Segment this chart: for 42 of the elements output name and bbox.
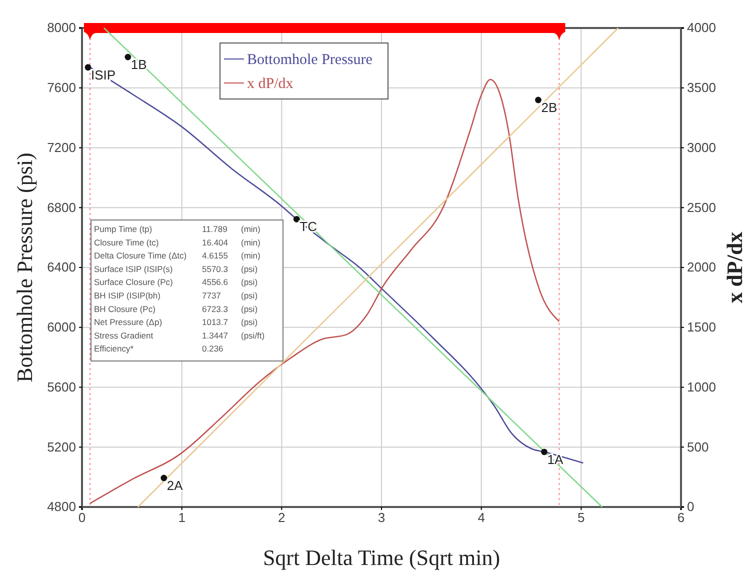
y-tick-label: 7600 <box>47 80 76 96</box>
text: Surface Closure (Pc) 4556.6 (psi) <box>94 277 258 288</box>
text: Delta Closure Time (Δtc) 4.6155 (min) <box>94 250 260 261</box>
annotation: 2B <box>541 100 558 115</box>
y-axis-title: Bottomhole Pressure (psi) <box>12 152 37 382</box>
y2-tick-label: 2000 <box>687 260 716 275</box>
y2-tick-label: 2500 <box>687 200 716 215</box>
y-tick-label: 6000 <box>47 320 76 335</box>
x-tick-label: 4 <box>478 510 485 526</box>
text: Closure Time (tc) 16.404 (min) <box>94 237 260 248</box>
text: BH Closure (Pc) 6723.3 (psi) <box>94 304 258 314</box>
x-tick-label: 6 <box>677 510 685 526</box>
y2-axis-title: x dP/dx <box>722 232 747 304</box>
x-tick-label: 0 <box>78 510 86 526</box>
y2-tick-label: 0 <box>687 499 694 514</box>
text: Pump Time (tp) 11.789 (min) <box>94 224 260 234</box>
y-tick-label: 4800 <box>47 499 76 514</box>
x-tick-label: 5 <box>578 510 585 526</box>
y2-tick-label: 4000 <box>687 20 716 36</box>
y2-tick-label: 1500 <box>687 320 716 335</box>
x-tick-label: 3 <box>378 510 386 526</box>
text: Surface ISIP (ISIP(s) 5570.3 (psi) <box>94 264 258 274</box>
y2-tick-label: 3500 <box>687 80 716 96</box>
y-tick-label: 5600 <box>47 379 76 394</box>
legend-label: x dP/dx <box>247 76 294 92</box>
text: BH ISIP (ISIP(bh) 7737 (psi) <box>94 290 258 300</box>
y-tick-label: 6800 <box>47 200 76 215</box>
text: Stress Gradient 1.3447 (psi/ft) <box>94 330 265 340</box>
y-tick-label: 7200 <box>47 140 76 155</box>
text: Efficiency* 0.236 <box>94 344 224 354</box>
x-tick-label: 1 <box>178 510 186 526</box>
x-tick-label: 2 <box>278 510 286 526</box>
y2-tick-label: 1000 <box>687 379 716 394</box>
text: Net Pressure (Δp) 1013.7 (psi) <box>94 317 258 328</box>
x-axis-title: Sqrt Delta Time (Sqrt min) <box>262 545 500 570</box>
y-tick-label: 5200 <box>47 439 76 454</box>
legend-label: Bottomhole Pressure <box>247 52 373 68</box>
y-tick-label: 8000 <box>47 20 76 36</box>
y2-tick-label: 3000 <box>687 140 716 155</box>
y-tick-label: 6400 <box>47 260 76 275</box>
y2-tick-label: 500 <box>687 439 709 454</box>
annotation: 2A <box>166 478 184 493</box>
